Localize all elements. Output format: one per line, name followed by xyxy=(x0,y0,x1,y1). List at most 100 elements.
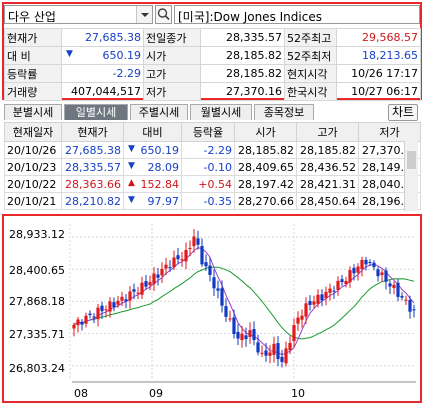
candle-down xyxy=(364,259,368,265)
label-low: 저가 xyxy=(143,82,201,101)
candle-up xyxy=(300,315,304,320)
tab-monthly[interactable]: 월별시세 xyxy=(190,104,252,120)
candle-down xyxy=(384,270,388,282)
change-cell: ▼ 650.19 xyxy=(123,141,182,159)
change-cell: ▼ 28.09 xyxy=(123,158,182,176)
candle-down xyxy=(208,265,212,275)
y-tick-label: 28,933.12 xyxy=(9,228,65,241)
change-value: 650.19 xyxy=(140,143,180,157)
quote-row: 대 비 ▼ 650.19 시가 28,185.82 52주최저 18,213.65 xyxy=(4,46,421,65)
scrollbar-thumb[interactable] xyxy=(407,151,416,169)
open-cell: 28,409.65 xyxy=(234,158,297,176)
tab-weekly[interactable]: 주별시세 xyxy=(130,104,188,120)
candle-up xyxy=(380,272,384,275)
candle-up xyxy=(292,325,296,342)
table-row[interactable]: 20/10/22 28,363.66 ▲ 152.84 +0.54 28,197.42 28… xyxy=(4,175,421,193)
candle-down xyxy=(112,302,116,308)
price-cell: 28,335.57 xyxy=(61,158,124,176)
local-time: 10/26 17:17 xyxy=(336,64,421,83)
candle-up xyxy=(228,318,232,320)
x-tick-label: 10 xyxy=(291,387,305,400)
table-row[interactable]: 20/10/26 27,685.38 ▼ 650.19 -2.29 28,185.82 28… xyxy=(4,141,421,159)
candle-up xyxy=(116,300,120,305)
candle-down xyxy=(340,279,344,283)
tab-daily[interactable]: 일별시세 xyxy=(64,104,128,120)
high-cell: 28,421.31 xyxy=(296,175,359,193)
col-header[interactable]: 등락율 xyxy=(181,122,235,142)
col-header[interactable]: 대비 xyxy=(123,122,182,142)
col-header[interactable]: 현재일자 xyxy=(4,122,62,142)
candle-up xyxy=(392,284,396,288)
chart-button[interactable]: 차트 xyxy=(388,104,418,121)
open-price: 28,185.82 xyxy=(200,46,285,65)
x-tick-label: 09 xyxy=(149,387,163,400)
candle-down xyxy=(408,300,412,312)
candle-up xyxy=(108,301,112,312)
table-scrollbar[interactable] xyxy=(404,141,418,211)
daily-price-table: 현재일자 현재가 대비 등락율 시가 고가 저가 20/10/26 27,685.… xyxy=(4,122,421,210)
high-cell: 28,450.64 xyxy=(296,192,359,210)
change-cell: ▼ 650.19 xyxy=(61,46,144,65)
candle-up xyxy=(348,270,352,283)
y-tick-label: 27,868.18 xyxy=(9,295,65,308)
candle-up xyxy=(272,343,276,355)
change-value: 97.97 xyxy=(147,194,180,208)
rate-cell: -2.29 xyxy=(181,141,235,159)
candle-up xyxy=(288,342,292,351)
down-triangle-icon: ▼ xyxy=(128,194,135,205)
search-button[interactable] xyxy=(155,5,172,24)
quote-row: 등락률 -2.29 고가 28,185.82 현지시각 10/26 17:17 xyxy=(4,64,421,83)
candle-down xyxy=(156,274,160,278)
tab-minute[interactable]: 분별시세 xyxy=(4,104,62,120)
candle-down xyxy=(88,313,92,316)
current-price: 27,685.38 xyxy=(61,28,144,47)
symbol-combo[interactable]: 다우 산업 xyxy=(4,5,153,24)
candle-down xyxy=(276,343,280,360)
col-header[interactable]: 시가 xyxy=(234,122,297,142)
open-cell: 28,197.42 xyxy=(234,175,297,193)
candle-down xyxy=(372,262,376,268)
low-price: 27,370.16 xyxy=(200,82,285,101)
candle-up xyxy=(184,249,188,262)
candle-down xyxy=(252,328,256,341)
candle-up xyxy=(152,273,156,285)
col-header[interactable]: 현재가 xyxy=(61,122,124,142)
table-row[interactable]: 20/10/23 28,335.57 ▼ 28.09 -0.10 28,409.65 28,… xyxy=(4,158,421,176)
price-chart[interactable]: 28,933.12 28,400.65 27,868.18 27,335.71 … xyxy=(4,218,420,401)
quote-row: 거래량 407,044,517 저가 27,370.16 한국시각 10/27 … xyxy=(4,82,421,101)
candle-up xyxy=(312,301,316,305)
candle-up xyxy=(180,259,184,261)
y-tick-label: 27,335.71 xyxy=(9,328,65,341)
high-cell: 28,436.52 xyxy=(296,158,359,176)
price-cell: 28,363.66 xyxy=(61,175,124,193)
price-cell: 28,210.82 xyxy=(61,192,124,210)
open-cell: 28,185.82 xyxy=(234,141,297,159)
candle-down xyxy=(280,356,284,362)
quote-summary-table: 현재가 27,685.38 전일종가 28,335.57 52주최고 29,56… xyxy=(4,28,421,101)
candle-up xyxy=(304,303,308,317)
col-header[interactable]: 고가 xyxy=(296,122,359,142)
col-header[interactable]: 저가 xyxy=(358,122,421,142)
candle-up xyxy=(188,247,192,249)
candle-up xyxy=(172,257,176,268)
candle-down xyxy=(352,267,356,274)
label-rate: 등락률 xyxy=(4,64,62,83)
tab-stock-info[interactable]: 종목정보 xyxy=(254,104,314,120)
price-cell: 27,685.38 xyxy=(61,141,124,159)
candle-down xyxy=(396,282,400,297)
candle-up xyxy=(140,282,144,295)
candle-up xyxy=(84,315,88,324)
candle-down xyxy=(144,281,148,287)
table-row[interactable]: 20/10/21 28,210.82 ▼ 97.97 -0.35 28,270.66 28,… xyxy=(4,192,421,210)
chevron-down-icon[interactable] xyxy=(136,6,152,23)
candle-down xyxy=(256,342,260,353)
candle-up xyxy=(328,288,332,293)
label-52w-low: 52주최저 xyxy=(284,46,337,65)
candle-down xyxy=(200,246,204,265)
candle-down xyxy=(332,290,336,292)
candle-down xyxy=(236,331,240,339)
change-rate: -2.29 xyxy=(61,64,144,83)
change-cell: ▼ 97.97 xyxy=(123,192,182,210)
candle-down xyxy=(196,238,200,245)
rate-cell: +0.54 xyxy=(181,175,235,193)
